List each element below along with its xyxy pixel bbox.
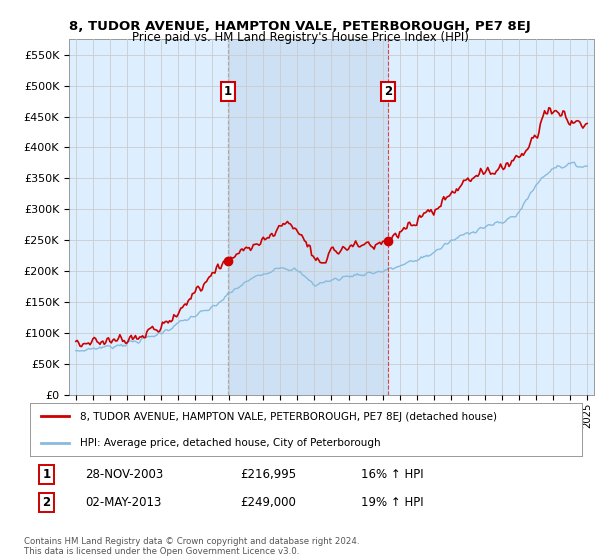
Text: 2: 2: [43, 496, 50, 509]
Text: 1: 1: [43, 468, 50, 481]
Text: Price paid vs. HM Land Registry's House Price Index (HPI): Price paid vs. HM Land Registry's House …: [131, 31, 469, 44]
Text: 28-NOV-2003: 28-NOV-2003: [85, 468, 163, 481]
Text: Contains HM Land Registry data © Crown copyright and database right 2024.
This d: Contains HM Land Registry data © Crown c…: [23, 537, 359, 556]
Text: 8, TUDOR AVENUE, HAMPTON VALE, PETERBOROUGH, PE7 8EJ: 8, TUDOR AVENUE, HAMPTON VALE, PETERBORO…: [69, 20, 531, 32]
Text: 1: 1: [224, 85, 232, 98]
Text: £216,995: £216,995: [240, 468, 296, 481]
Text: £249,000: £249,000: [240, 496, 296, 509]
Text: 8, TUDOR AVENUE, HAMPTON VALE, PETERBOROUGH, PE7 8EJ (detached house): 8, TUDOR AVENUE, HAMPTON VALE, PETERBORO…: [80, 412, 497, 422]
Text: 19% ↑ HPI: 19% ↑ HPI: [361, 496, 424, 509]
Text: HPI: Average price, detached house, City of Peterborough: HPI: Average price, detached house, City…: [80, 438, 380, 448]
Text: 02-MAY-2013: 02-MAY-2013: [85, 496, 161, 509]
Text: 2: 2: [384, 85, 392, 98]
Text: 16% ↑ HPI: 16% ↑ HPI: [361, 468, 424, 481]
Bar: [228, 39, 388, 395]
